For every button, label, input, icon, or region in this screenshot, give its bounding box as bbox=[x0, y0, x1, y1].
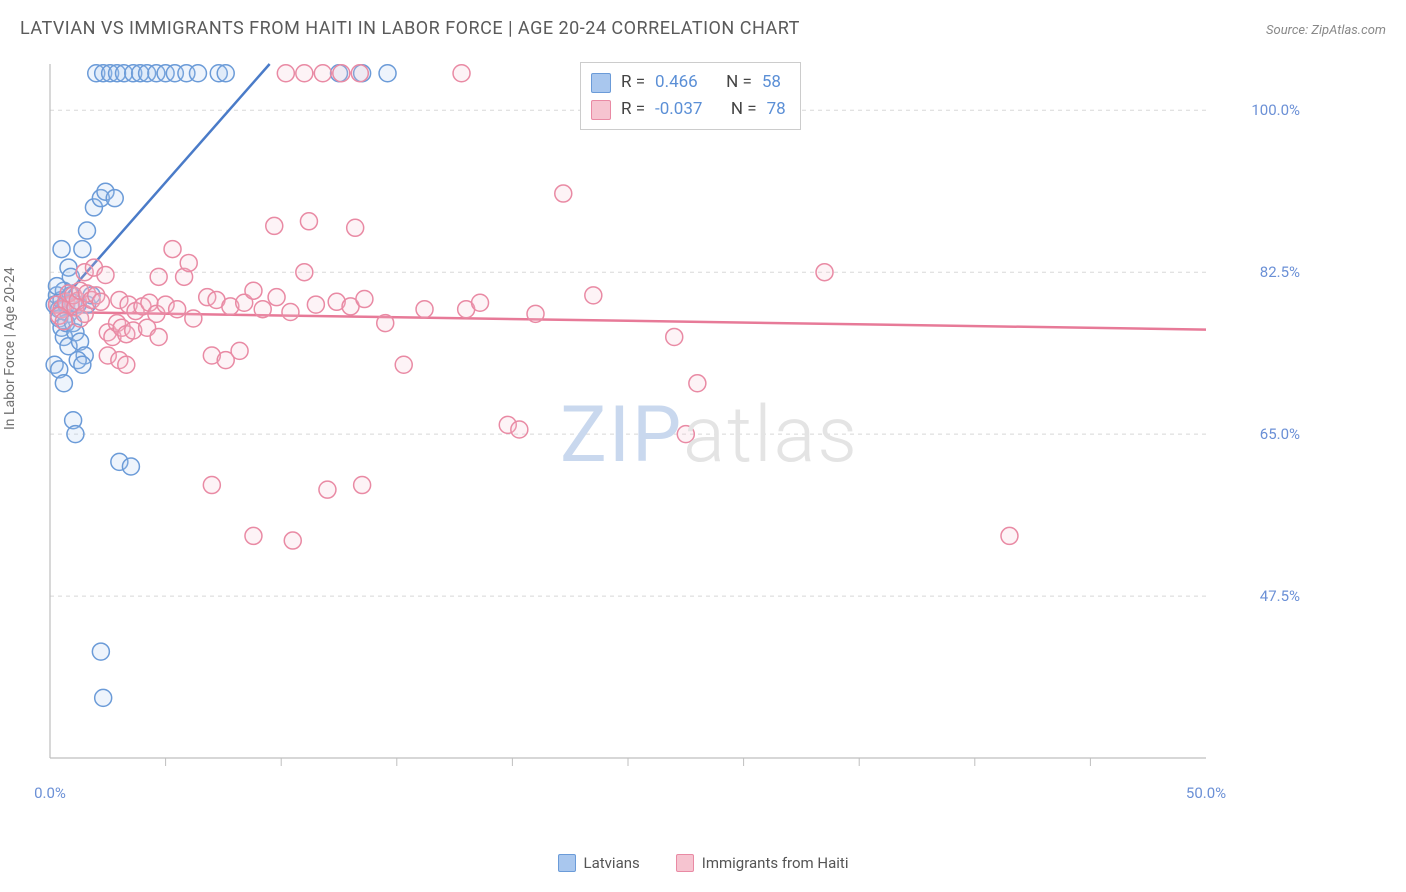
legend-label-haiti: Immigrants from Haiti bbox=[702, 854, 849, 872]
scatter-plot: 47.5%65.0%82.5%100.0%0.0%50.0% bbox=[44, 58, 1306, 818]
chart-title: LATVIAN VS IMMIGRANTS FROM HAITI IN LABO… bbox=[20, 18, 800, 39]
y-tick-label: 47.5% bbox=[1260, 587, 1300, 605]
swatch-latvians bbox=[591, 73, 611, 93]
swatch-haiti bbox=[591, 100, 611, 120]
y-tick-label: 82.5% bbox=[1260, 263, 1300, 281]
source-credit: Source: ZipAtlas.com bbox=[1266, 23, 1386, 38]
stats-n-latvians: 58 bbox=[762, 69, 781, 96]
title-bar: LATVIAN VS IMMIGRANTS FROM HAITI IN LABO… bbox=[20, 18, 1386, 39]
legend-label-latvians: Latvians bbox=[584, 854, 640, 872]
y-tick-label: 65.0% bbox=[1260, 425, 1300, 443]
swatch-haiti bbox=[676, 854, 694, 872]
x-tick-label: 0.0% bbox=[34, 784, 66, 802]
stats-r-haiti: -0.037 bbox=[655, 96, 702, 123]
plot-svg bbox=[44, 58, 1306, 818]
stats-n-label: N = bbox=[731, 96, 757, 123]
swatch-latvians bbox=[558, 854, 576, 872]
stats-row-latvians: R = 0.466 N = 58 bbox=[591, 69, 786, 96]
stats-r-label: R = bbox=[621, 96, 645, 123]
stats-n-label: N = bbox=[726, 69, 752, 96]
bottom-legend: Latvians Immigrants from Haiti bbox=[0, 854, 1406, 872]
correlation-stats-box: R = 0.466 N = 58 R = -0.037 N = 78 bbox=[580, 62, 801, 130]
stats-n-haiti: 78 bbox=[767, 96, 786, 123]
x-tick-label: 50.0% bbox=[1186, 784, 1226, 802]
stats-row-haiti: R = -0.037 N = 78 bbox=[591, 96, 786, 123]
legend-item-haiti: Immigrants from Haiti bbox=[676, 854, 849, 872]
legend-item-latvians: Latvians bbox=[558, 854, 640, 872]
stats-r-latvians: 0.466 bbox=[655, 69, 698, 96]
y-tick-label: 100.0% bbox=[1251, 101, 1300, 119]
stats-r-label: R = bbox=[621, 69, 645, 96]
y-axis-label: In Labor Force | Age 20-24 bbox=[2, 267, 18, 430]
